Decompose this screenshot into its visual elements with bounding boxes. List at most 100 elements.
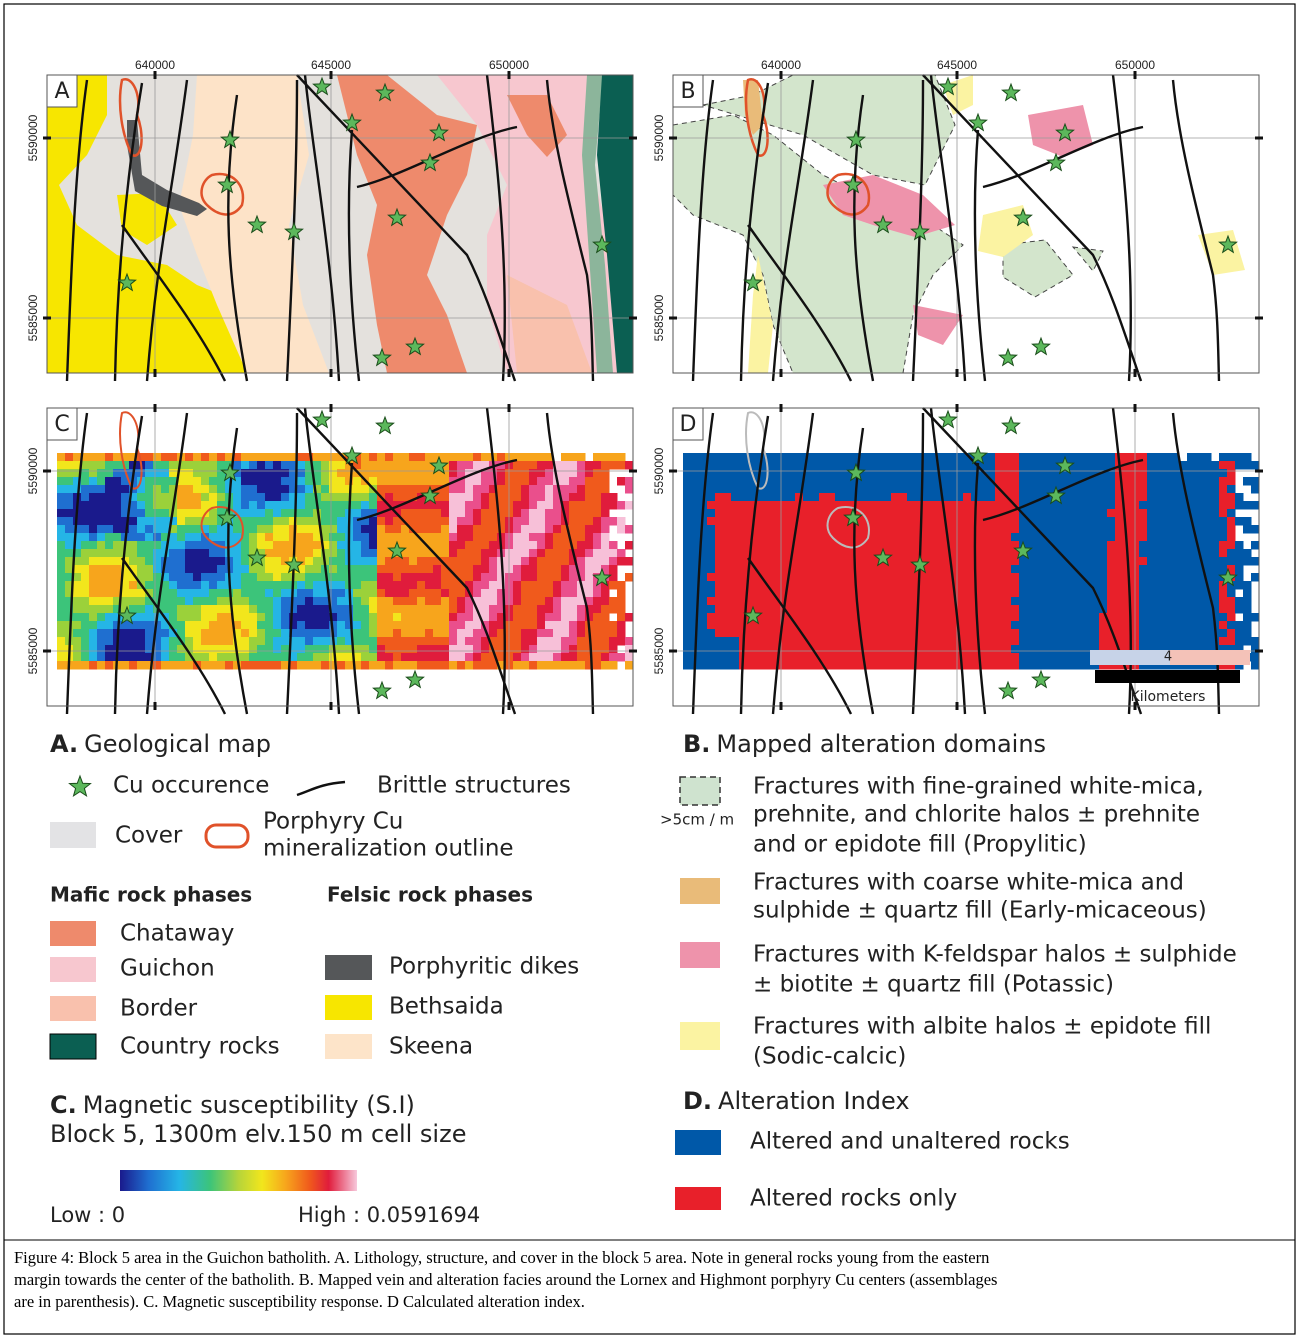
raster-cell <box>963 549 972 558</box>
raster-cell <box>883 621 892 630</box>
raster-cell <box>545 605 554 614</box>
raster-cell <box>105 493 114 502</box>
raster-cell <box>217 573 226 582</box>
raster-cell <box>313 453 322 462</box>
raster-cell <box>513 541 522 550</box>
raster-cell <box>65 461 74 470</box>
raster-cell <box>273 477 282 486</box>
raster-cell <box>185 557 194 566</box>
raster-cell <box>569 493 578 502</box>
raster-cell <box>835 565 844 574</box>
raster-cell <box>819 557 828 566</box>
raster-cell <box>1003 645 1012 654</box>
raster-cell <box>1067 573 1076 582</box>
raster-cell <box>939 653 948 662</box>
raster-cell <box>513 477 522 486</box>
y-coord-label: 5585000 <box>652 627 666 674</box>
raster-cell <box>433 637 442 646</box>
raster-cell <box>1075 597 1084 606</box>
raster-cell <box>97 573 106 582</box>
raster-cell <box>449 493 458 502</box>
raster-cell <box>385 453 394 462</box>
raster-cell <box>537 629 546 638</box>
raster-cell <box>281 517 290 526</box>
raster-cell <box>417 485 426 494</box>
raster-cell <box>369 653 378 662</box>
raster-cell <box>177 613 186 622</box>
raster-cell <box>899 501 908 510</box>
raster-cell <box>795 461 804 470</box>
raster-cell <box>401 613 410 622</box>
raster-cell <box>497 485 506 494</box>
raster-cell <box>779 453 788 462</box>
raster-cell <box>281 629 290 638</box>
raster-cell <box>137 509 146 518</box>
raster-cell <box>377 461 386 470</box>
raster-cell <box>617 605 626 614</box>
raster-cell <box>217 653 226 662</box>
raster-cell <box>827 477 836 486</box>
caption-line: margin towards the center of the batholi… <box>14 1270 997 1289</box>
raster-cell <box>787 477 796 486</box>
raster-cell <box>385 653 394 662</box>
raster-cell <box>1027 581 1036 590</box>
raster-cell <box>1019 493 1028 502</box>
raster-cell <box>1227 493 1236 502</box>
raster-cell <box>1091 549 1100 558</box>
raster-cell <box>321 621 330 630</box>
raster-cell <box>731 493 740 502</box>
raster-cell <box>731 573 740 582</box>
raster-cell <box>233 605 242 614</box>
raster-cell <box>121 485 130 494</box>
raster-cell <box>185 605 194 614</box>
raster-cell <box>1243 517 1252 526</box>
raster-cell <box>715 461 724 470</box>
raster-cell <box>129 557 138 566</box>
raster-cell <box>1027 565 1036 574</box>
scale-bar-length: 4 <box>1164 650 1172 665</box>
raster-cell <box>193 565 202 574</box>
raster-cell <box>241 629 250 638</box>
raster-cell <box>683 453 692 462</box>
raster-cell <box>121 589 130 598</box>
raster-cell <box>1163 493 1172 502</box>
raster-cell <box>1147 557 1156 566</box>
raster-cell <box>1155 581 1164 590</box>
legend-label: ± biotite ± quartz fill (Potassic) <box>753 972 1114 998</box>
raster-cell <box>907 477 916 486</box>
raster-cell <box>369 453 378 462</box>
raster-cell <box>1115 509 1124 518</box>
raster-cell <box>1251 661 1260 670</box>
raster-cell <box>723 501 732 510</box>
raster-cell <box>281 653 290 662</box>
raster-cell <box>185 613 194 622</box>
raster-cell <box>217 565 226 574</box>
raster-cell <box>715 661 724 670</box>
raster-cell <box>401 469 410 478</box>
raster-cell <box>249 525 258 534</box>
raster-cell <box>577 549 586 558</box>
raster-cell <box>577 661 586 670</box>
raster-cell <box>193 469 202 478</box>
raster-cell <box>1067 597 1076 606</box>
raster-cell <box>819 581 828 590</box>
raster-cell <box>931 581 940 590</box>
raster-cell <box>369 525 378 534</box>
raster-cell <box>433 541 442 550</box>
raster-cell <box>337 613 346 622</box>
raster-cell <box>361 453 370 462</box>
raster-cell <box>537 597 546 606</box>
raster-cell <box>683 621 692 630</box>
raster-cell <box>217 461 226 470</box>
raster-cell <box>995 461 1004 470</box>
raster-cell <box>145 453 154 462</box>
raster-cell <box>601 453 610 462</box>
raster-cell <box>819 525 828 534</box>
raster-cell <box>601 589 610 598</box>
raster-cell <box>979 637 988 646</box>
raster-cell <box>707 621 716 630</box>
raster-cell <box>129 597 138 606</box>
raster-cell <box>723 557 732 566</box>
raster-cell <box>529 637 538 646</box>
raster-cell <box>129 517 138 526</box>
